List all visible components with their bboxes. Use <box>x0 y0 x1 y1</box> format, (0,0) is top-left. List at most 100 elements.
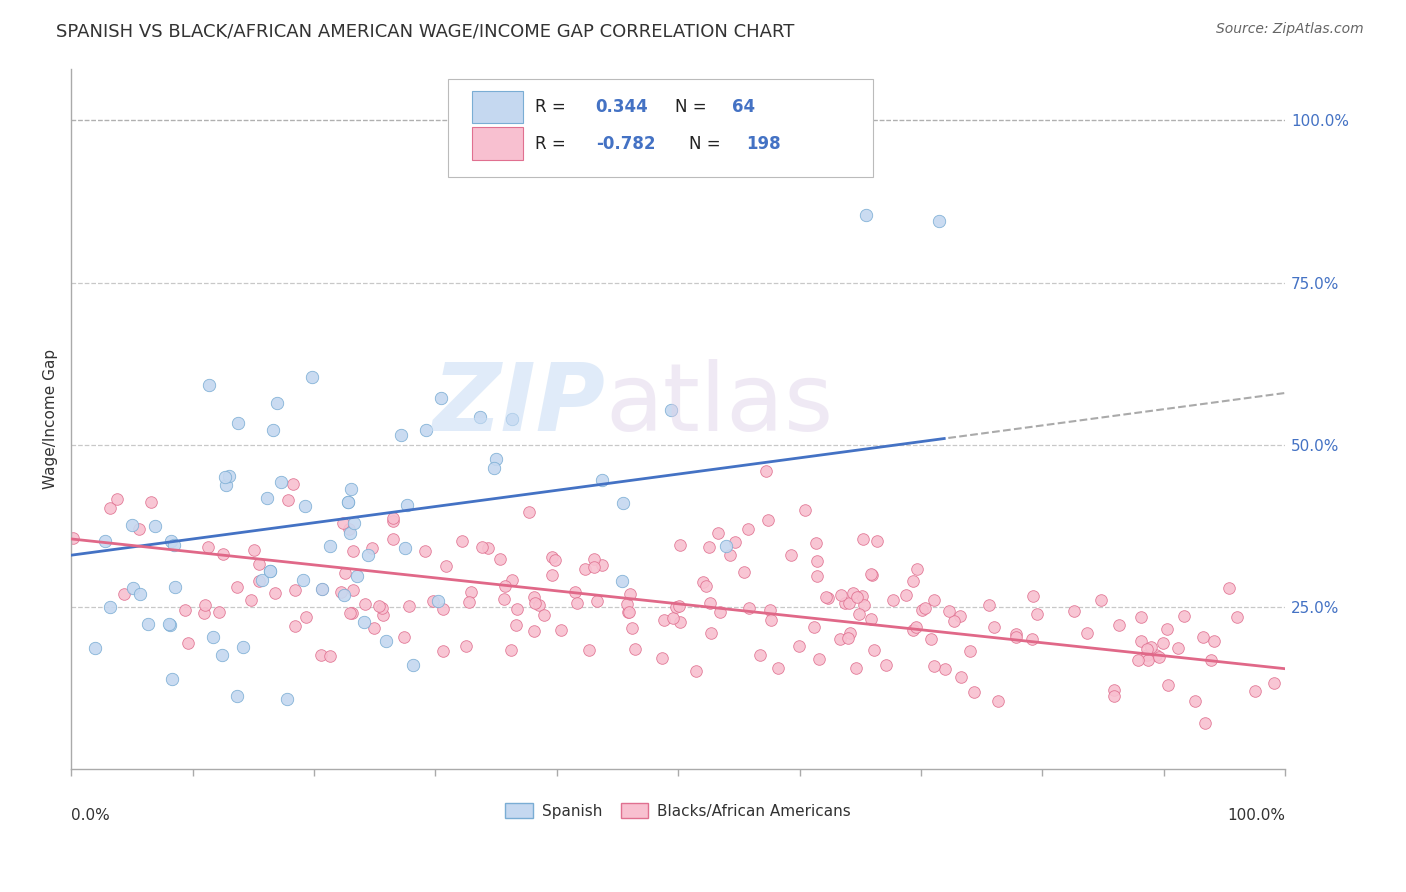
Point <box>1130 633 1153 648</box>
Point <box>841 586 863 600</box>
Point <box>194 599 217 613</box>
Text: N =: N = <box>675 98 706 116</box>
Point <box>852 598 875 612</box>
Point <box>905 620 928 634</box>
Point <box>565 596 588 610</box>
Point <box>875 657 897 672</box>
Point <box>709 605 731 619</box>
Point <box>432 602 454 616</box>
Point <box>143 519 166 533</box>
Point <box>830 588 852 602</box>
Point <box>882 593 904 607</box>
Point <box>1263 676 1285 690</box>
Point <box>259 564 281 578</box>
Point <box>1167 641 1189 656</box>
Point <box>1244 683 1267 698</box>
Point <box>1108 617 1130 632</box>
Point <box>429 391 451 405</box>
Point <box>450 533 472 548</box>
Point <box>264 586 287 600</box>
Point <box>617 605 640 619</box>
Point <box>737 522 759 536</box>
Point <box>617 605 640 619</box>
Point <box>402 658 425 673</box>
Point <box>247 574 270 588</box>
Point <box>434 558 457 573</box>
Point <box>226 689 249 703</box>
Point <box>211 648 233 662</box>
Point <box>659 403 682 417</box>
Point <box>477 541 499 555</box>
Point <box>848 607 870 621</box>
Text: R =: R = <box>536 135 565 153</box>
Point <box>506 602 529 616</box>
Point <box>1021 632 1043 646</box>
Point <box>830 632 852 646</box>
Point <box>959 644 981 658</box>
Point <box>1005 627 1028 641</box>
Point <box>460 585 482 599</box>
Point <box>523 590 546 604</box>
Point <box>357 548 380 562</box>
Point <box>226 417 249 431</box>
Point <box>177 636 200 650</box>
Point <box>963 684 986 698</box>
Legend: Spanish, Blacks/African Americans: Spanish, Blacks/African Americans <box>499 797 858 825</box>
Point <box>523 596 546 610</box>
Point <box>294 609 316 624</box>
Point <box>360 541 382 555</box>
Point <box>983 620 1005 634</box>
Point <box>564 584 586 599</box>
Point <box>1184 693 1206 707</box>
Point <box>1157 678 1180 692</box>
Text: 0.344: 0.344 <box>596 98 648 116</box>
Point <box>761 613 783 627</box>
Point <box>550 623 572 637</box>
Point <box>398 599 420 614</box>
Point <box>806 554 828 568</box>
Text: R =: R = <box>536 98 565 116</box>
Point <box>860 567 883 582</box>
Point <box>1136 653 1159 667</box>
Point <box>855 207 877 221</box>
Point <box>533 608 555 623</box>
Point <box>759 603 782 617</box>
Point <box>353 615 375 629</box>
Point <box>277 493 299 508</box>
Point <box>697 540 720 554</box>
Point <box>837 631 859 645</box>
Point <box>914 601 936 615</box>
Point <box>578 643 600 657</box>
Point <box>292 573 315 587</box>
Point <box>582 560 605 574</box>
Point <box>1139 640 1161 654</box>
Point <box>838 626 860 640</box>
Point <box>381 514 404 528</box>
Point <box>1005 630 1028 644</box>
Point <box>259 565 281 579</box>
Point <box>226 580 249 594</box>
Point <box>342 583 364 598</box>
Point <box>905 562 928 576</box>
Point <box>160 534 183 549</box>
Point <box>332 516 354 530</box>
Point <box>382 533 405 547</box>
Point <box>139 495 162 509</box>
Point <box>371 607 394 622</box>
Point <box>845 660 868 674</box>
Point <box>218 469 240 483</box>
Text: ZIP: ZIP <box>433 359 606 450</box>
Point <box>749 648 772 663</box>
Point <box>794 503 817 517</box>
Point <box>838 596 860 610</box>
Point <box>330 584 353 599</box>
Point <box>336 495 359 509</box>
Point <box>1136 648 1159 662</box>
Point <box>284 582 307 597</box>
Point <box>363 621 385 635</box>
Point <box>484 452 506 467</box>
Point <box>541 568 564 582</box>
Point <box>311 582 333 597</box>
Point <box>852 532 875 546</box>
Text: N =: N = <box>689 135 721 153</box>
